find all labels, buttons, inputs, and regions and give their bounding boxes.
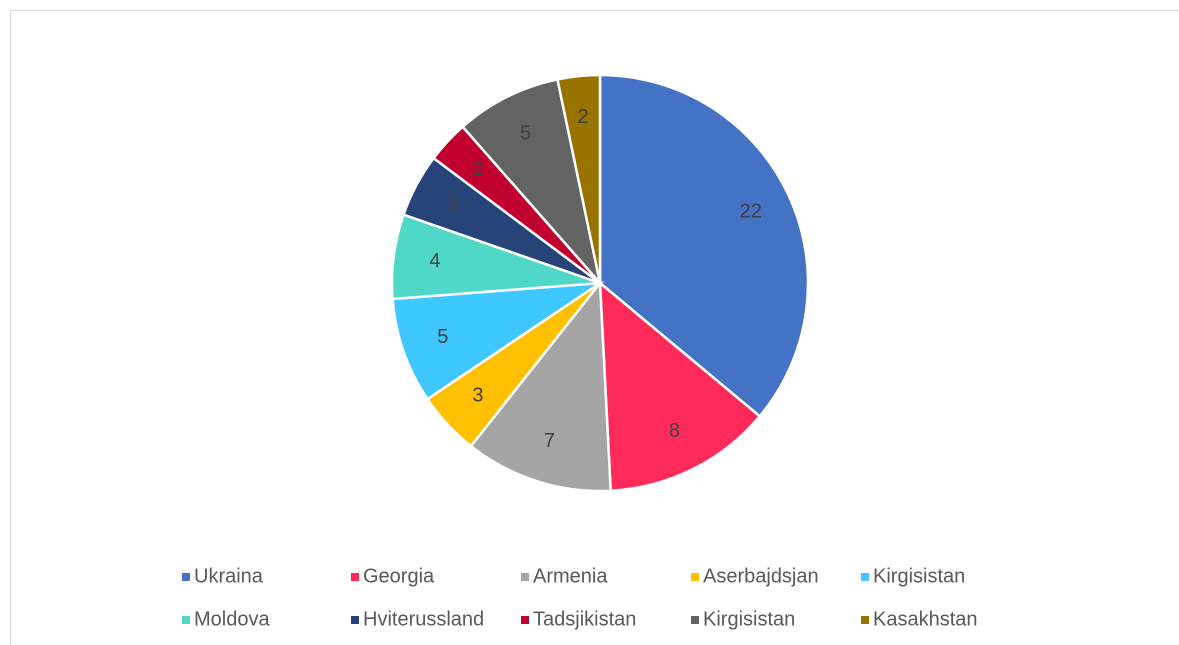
pie-slice: [460, 77, 603, 288]
pie-slice: [555, 73, 602, 284]
legend-marker: [351, 573, 359, 581]
legend-marker: [861, 573, 869, 581]
chart-border: [10, 10, 1179, 645]
legend-marker: [182, 573, 190, 581]
data-label: 3: [472, 384, 483, 406]
legend-label: Aserbajdsjan: [703, 565, 819, 587]
data-label: 5: [437, 326, 448, 348]
legend-label: Armenia: [533, 565, 608, 587]
data-label: 2: [472, 158, 483, 180]
data-label: 3: [448, 193, 459, 215]
legend-label: Hviterussland: [363, 608, 484, 630]
legend-marker: [691, 573, 699, 581]
legend-label: Moldova: [194, 608, 270, 630]
legend-marker: [521, 616, 529, 624]
legend-label: Kasakhstan: [873, 608, 978, 630]
pie-slice: [391, 281, 605, 401]
legend-marker: [351, 616, 359, 624]
legend-marker: [521, 573, 529, 581]
legend-label: Tadsjikistan: [533, 608, 636, 630]
legend-label: Kirgisistan: [873, 565, 965, 587]
data-label: 7: [544, 430, 555, 452]
legend-label: Kirgisistan: [703, 608, 795, 630]
legend-marker: [861, 616, 869, 624]
pie-slice: [598, 73, 810, 419]
pie-slice: [598, 280, 762, 493]
legend-label: Georgia: [363, 565, 435, 587]
legend-marker: [182, 616, 190, 624]
data-label: 22: [740, 201, 762, 223]
pie-slice: [469, 279, 613, 493]
legend-marker: [691, 616, 699, 624]
legend-label: Ukraina: [194, 565, 264, 587]
data-label: 4: [429, 250, 440, 272]
data-label: 2: [577, 106, 588, 128]
data-label: 8: [669, 420, 680, 442]
data-label: 5: [520, 122, 531, 144]
